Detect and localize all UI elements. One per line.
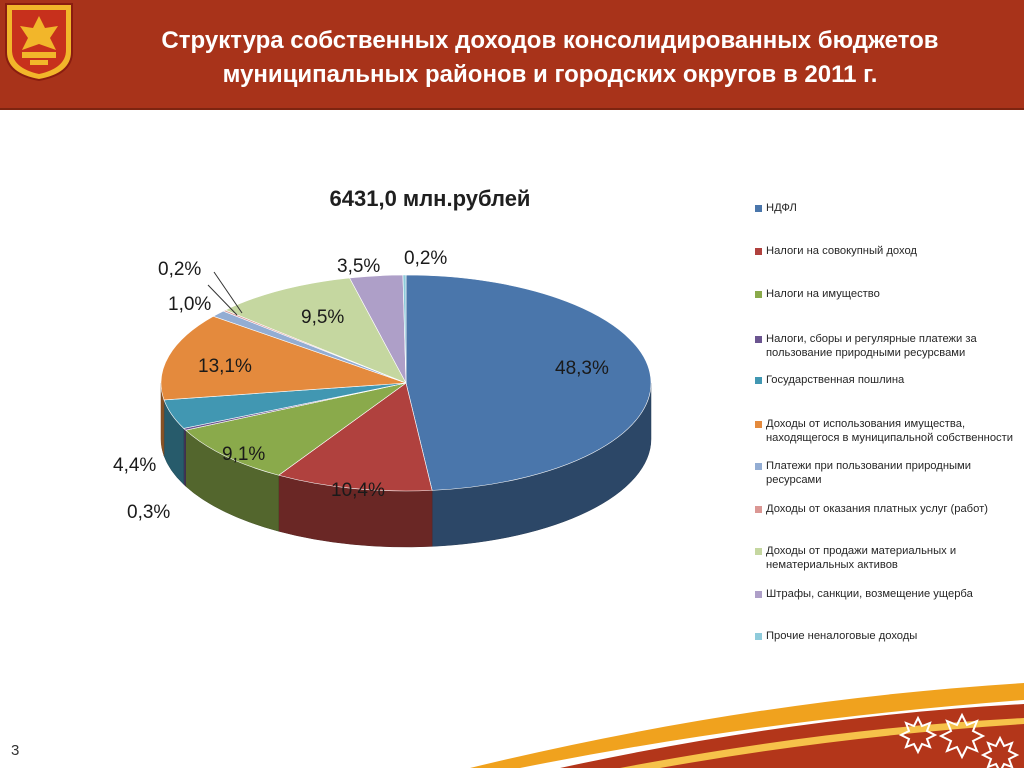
pie-data-label: 10,4% [331, 480, 385, 501]
pie-slice [185, 382, 407, 476]
title-line-1: Структура собственных доходов консолидир… [161, 27, 939, 54]
pie-data-label: 48,3% [555, 358, 609, 379]
header-bar: Структура собственных доходов консолидир… [0, 0, 1024, 110]
legend-label: Налоги на имущество [766, 288, 880, 300]
leader-line [207, 284, 238, 316]
page-number: 3 [11, 742, 20, 759]
legend-swatch [755, 591, 762, 598]
pie-data-label: 1,0% [168, 294, 212, 315]
legend-label: Платежи при пользовании природными ресур… [766, 460, 971, 486]
title-line-2: муниципальных районов и городских округо… [222, 61, 878, 88]
legend-label: Доходы от продажи материальных и нематер… [766, 545, 957, 571]
legend-label: Государственная пошлина [766, 374, 905, 386]
pie-data-label: 4,4% [113, 455, 157, 476]
pie-slice [160, 315, 407, 401]
leader-line [213, 271, 243, 314]
pie-data-label: 0,3% [127, 502, 171, 523]
pie-data-label: 0,2% [404, 248, 448, 269]
legend-swatch [755, 463, 762, 470]
pie-data-label: 9,5% [301, 307, 345, 328]
chuvashia-emblem-icon [5, 3, 73, 82]
legend-swatch [755, 506, 762, 513]
legend-swatch [755, 548, 762, 555]
legend-swatch [755, 248, 762, 255]
pie-slice [402, 274, 407, 384]
legend-label: Налоги на совокупный доход [766, 245, 917, 257]
legend-swatch [755, 336, 762, 343]
legend-label: Налоги, сборы и регулярные платежи за по… [766, 333, 977, 359]
page-title: Структура собственных доходов консолидир… [90, 24, 1010, 92]
pie-data-label: 9,1% [222, 444, 266, 465]
pie-data-label: 0,2% [158, 259, 202, 280]
legend-swatch [755, 633, 762, 640]
pie-data-label: 13,1% [198, 356, 252, 377]
legend-label: Прочие неналоговые доходы [766, 630, 918, 642]
legend-label: Штрафы, санкции, возмещение ущерба [766, 588, 973, 600]
pie-slice [405, 274, 652, 491]
pie-slice [224, 277, 407, 384]
legend-label: Доходы от оказания платных услуг (работ) [766, 503, 988, 515]
legend-swatch [755, 377, 762, 384]
legend-swatch [755, 205, 762, 212]
chart-title: 6431,0 млн.рублей [329, 186, 531, 211]
pie-data-label: 3,5% [337, 256, 381, 277]
legend-swatch [755, 291, 762, 298]
pie-slice [277, 382, 433, 492]
legend-label: Доходы от использования имущества, наход… [766, 418, 1014, 444]
legend-label: НДФЛ [766, 202, 797, 214]
pie-slice-side [183, 427, 186, 487]
pie-chart: 6431,0 млн.рублей НДФЛ Налоги на совокупн… [0, 110, 1024, 690]
pie-chart-svg [160, 271, 652, 548]
legend-swatch [755, 421, 762, 428]
